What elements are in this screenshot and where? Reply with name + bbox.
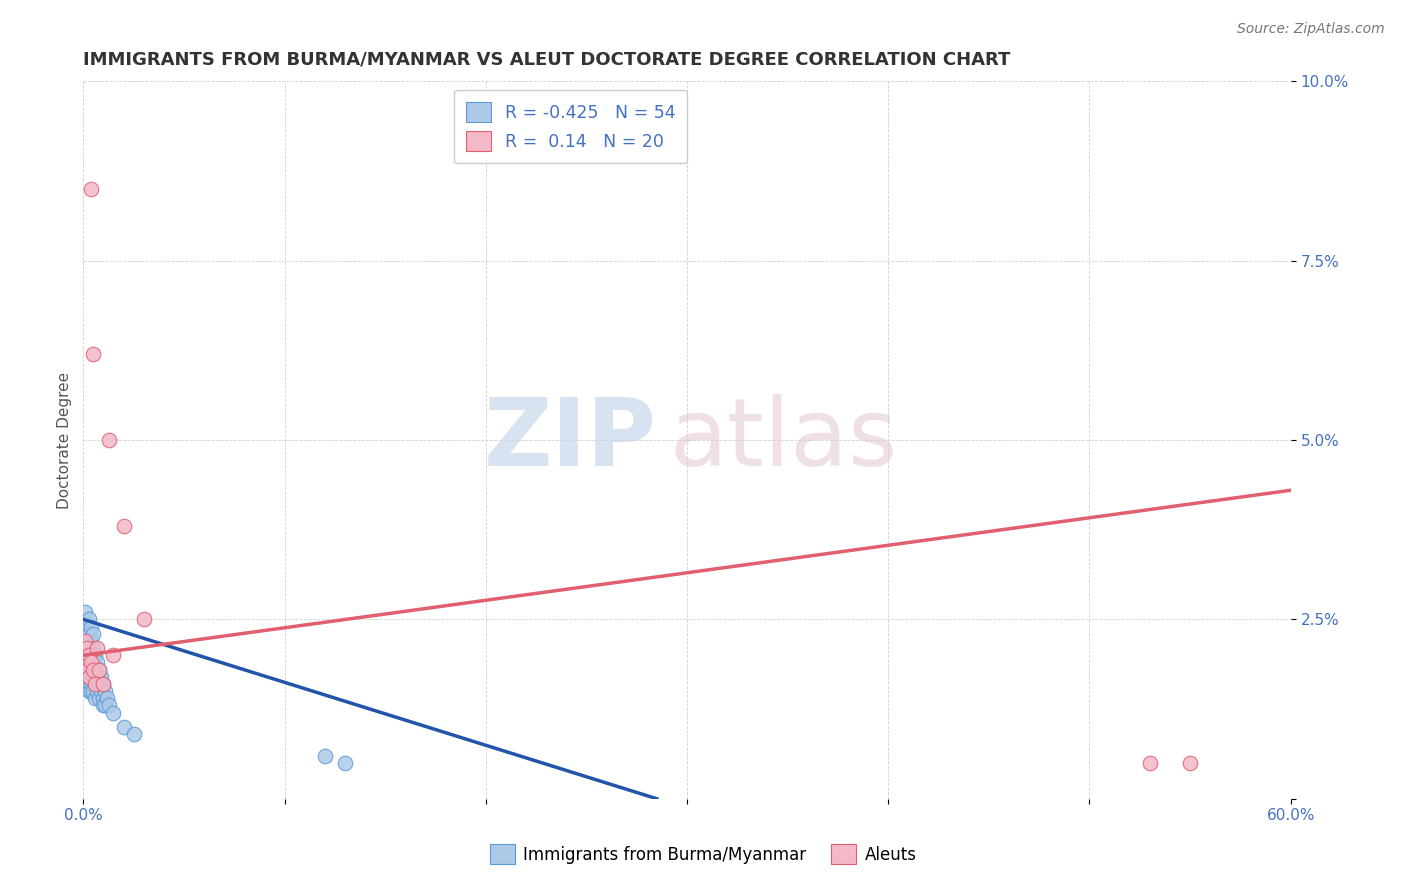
Text: ZIP: ZIP bbox=[484, 394, 657, 486]
Point bbox=[80, 656, 103, 670]
Point bbox=[75, 656, 97, 670]
Point bbox=[76, 641, 98, 656]
Point bbox=[76, 634, 98, 648]
Text: IMMIGRANTS FROM BURMA/MYANMAR VS ALEUT DOCTORATE DEGREE CORRELATION CHART: IMMIGRANTS FROM BURMA/MYANMAR VS ALEUT D… bbox=[83, 51, 1011, 69]
Point bbox=[79, 648, 101, 663]
Point bbox=[76, 626, 98, 640]
Point bbox=[80, 634, 103, 648]
Point bbox=[82, 656, 104, 670]
Point bbox=[80, 677, 103, 691]
Point bbox=[80, 663, 103, 677]
Point bbox=[79, 670, 101, 684]
Point bbox=[93, 677, 115, 691]
Point bbox=[82, 626, 104, 640]
Point bbox=[333, 756, 356, 770]
Point bbox=[75, 648, 97, 663]
Point bbox=[76, 648, 98, 663]
Point bbox=[93, 698, 115, 713]
Point bbox=[76, 670, 98, 684]
Point bbox=[84, 691, 107, 706]
Point bbox=[82, 670, 104, 684]
Legend: R = -0.425   N = 54, R =  0.14   N = 20: R = -0.425 N = 54, R = 0.14 N = 20 bbox=[454, 90, 688, 163]
Point bbox=[103, 648, 125, 663]
Point bbox=[314, 748, 336, 763]
Point bbox=[80, 182, 103, 196]
Point bbox=[79, 612, 101, 626]
Point bbox=[84, 677, 107, 691]
Point bbox=[76, 641, 98, 656]
Point bbox=[79, 684, 101, 698]
Point bbox=[75, 634, 97, 648]
Point bbox=[75, 619, 97, 633]
Point bbox=[89, 663, 111, 677]
Point bbox=[94, 684, 117, 698]
Point bbox=[76, 663, 98, 677]
Point bbox=[93, 691, 115, 706]
Point bbox=[84, 677, 107, 691]
Point bbox=[76, 656, 98, 670]
Point bbox=[96, 691, 118, 706]
Point bbox=[86, 670, 108, 684]
Point bbox=[86, 656, 108, 670]
Point bbox=[80, 684, 103, 698]
Point bbox=[89, 663, 111, 677]
Point bbox=[75, 605, 97, 619]
Point bbox=[1139, 756, 1161, 770]
Point bbox=[90, 670, 112, 684]
Point bbox=[79, 626, 101, 640]
Point bbox=[75, 634, 97, 648]
Point bbox=[75, 656, 97, 670]
Point bbox=[86, 641, 108, 656]
Point bbox=[76, 663, 98, 677]
Legend: Immigrants from Burma/Myanmar, Aleuts: Immigrants from Burma/Myanmar, Aleuts bbox=[482, 838, 924, 871]
Point bbox=[79, 634, 101, 648]
Text: atlas: atlas bbox=[669, 394, 897, 486]
Point bbox=[80, 648, 103, 663]
Point bbox=[1178, 756, 1201, 770]
Point bbox=[82, 347, 104, 361]
Point bbox=[80, 619, 103, 633]
Point bbox=[79, 648, 101, 663]
Point bbox=[98, 698, 121, 713]
Point bbox=[79, 663, 101, 677]
Point bbox=[94, 698, 117, 713]
Point bbox=[89, 691, 111, 706]
Point bbox=[82, 684, 104, 698]
Point bbox=[82, 641, 104, 656]
Point bbox=[79, 677, 101, 691]
Point bbox=[98, 433, 121, 447]
Point bbox=[103, 706, 125, 720]
Point bbox=[122, 727, 145, 741]
Point bbox=[90, 684, 112, 698]
Point bbox=[89, 677, 111, 691]
Point bbox=[93, 677, 115, 691]
Point bbox=[112, 519, 135, 533]
Point bbox=[84, 648, 107, 663]
Y-axis label: Doctorate Degree: Doctorate Degree bbox=[58, 371, 72, 508]
Point bbox=[86, 684, 108, 698]
Point bbox=[132, 612, 155, 626]
Point bbox=[84, 663, 107, 677]
Point bbox=[82, 663, 104, 677]
Point bbox=[112, 720, 135, 734]
Text: Source: ZipAtlas.com: Source: ZipAtlas.com bbox=[1237, 22, 1385, 37]
